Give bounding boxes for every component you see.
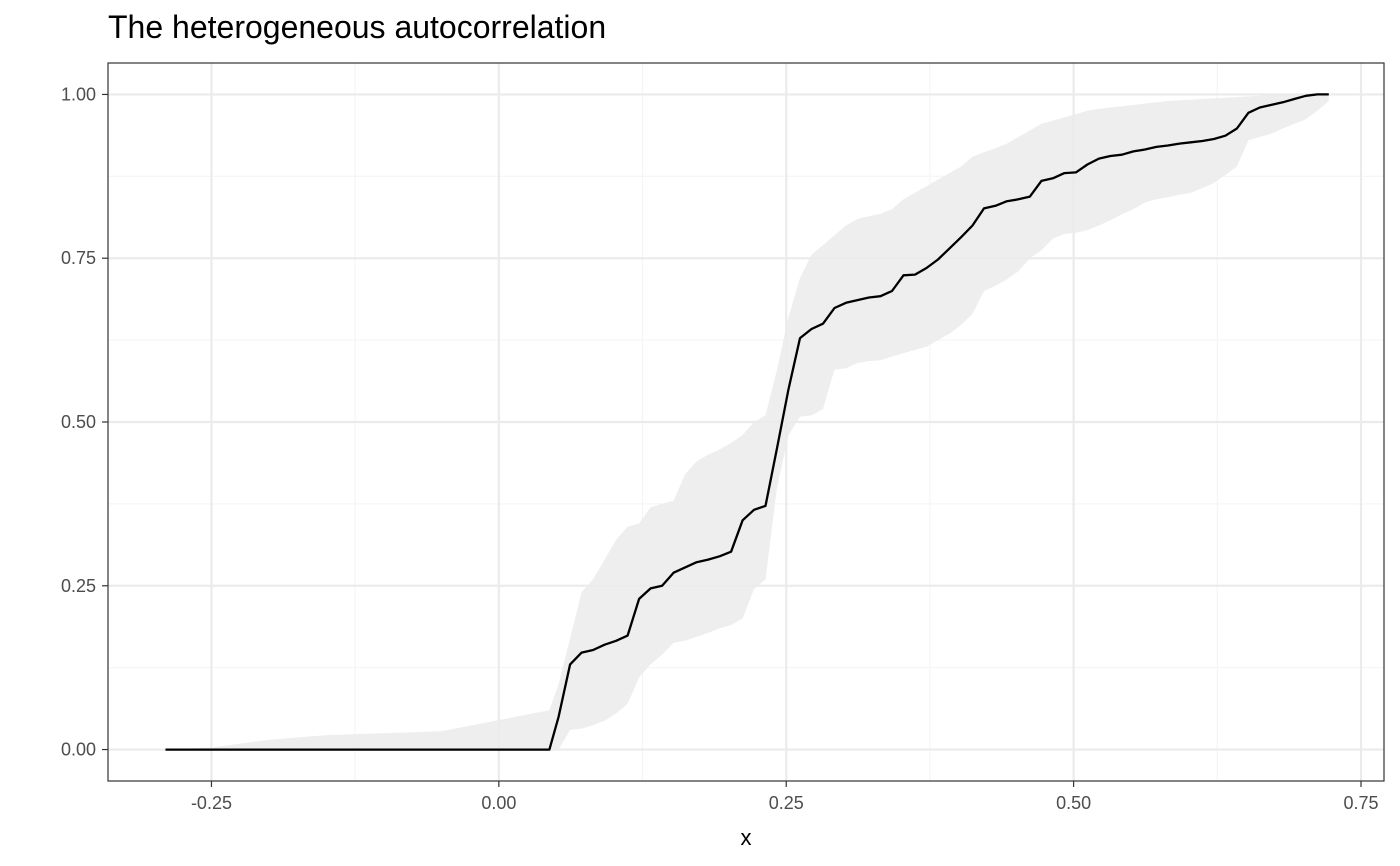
x-tick-label-2: 0.25 — [769, 793, 804, 813]
y-axis: 0.00 0.25 0.50 0.75 1.00 — [61, 84, 108, 760]
x-axis-title: x — [741, 825, 752, 850]
x-axis: -0.25 0.00 0.25 0.50 0.75 — [191, 781, 1379, 813]
y-tick-label-4: 1.00 — [61, 84, 96, 104]
y-tick-label-2: 0.50 — [61, 412, 96, 432]
y-tick-label-0: 0.00 — [61, 740, 96, 760]
series-line-layer — [165, 93, 1329, 751]
confidence-band — [165, 94, 1329, 750]
y-tick-label-1: 0.25 — [61, 576, 96, 596]
x-tick-label-4: 0.75 — [1343, 793, 1378, 813]
x-tick-label-1: 0.00 — [481, 793, 516, 813]
confidence-band-layer — [165, 94, 1329, 750]
series-line — [165, 93, 1329, 751]
chart-title: The heterogeneous autocorrelation — [108, 9, 606, 45]
x-tick-label-0: -0.25 — [191, 793, 232, 813]
y-tick-label-3: 0.75 — [61, 248, 96, 268]
x-tick-label-3: 0.50 — [1056, 793, 1091, 813]
